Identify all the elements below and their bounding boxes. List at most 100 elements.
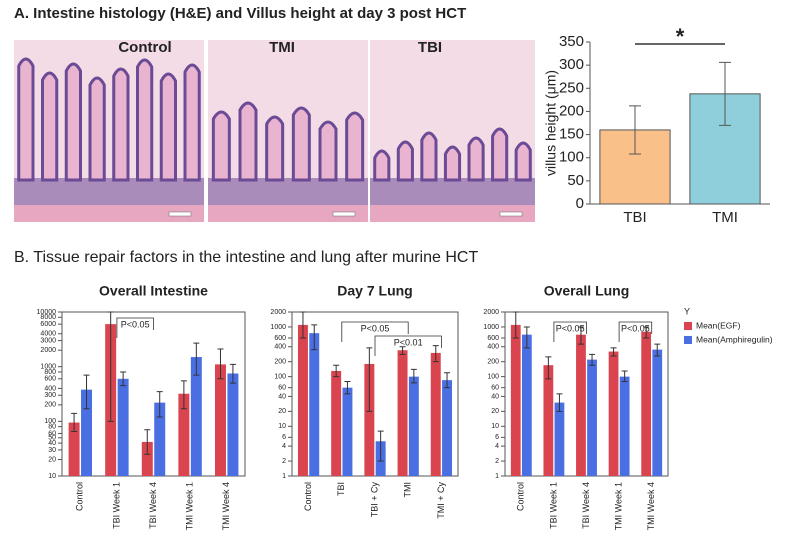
muscle-layer — [14, 205, 204, 222]
error-bar — [610, 347, 617, 357]
villus — [443, 145, 462, 182]
plot-frame — [504, 311, 669, 477]
y-tick-label: 2 — [495, 458, 499, 465]
bar — [442, 380, 453, 476]
y-tick-label: 1000 — [40, 364, 56, 371]
error-bar — [399, 346, 406, 355]
bar — [608, 351, 619, 476]
bar — [190, 357, 202, 476]
villus — [159, 72, 177, 182]
x-tick-label: TBI — [336, 482, 346, 496]
annotation: P<0.05 — [621, 323, 650, 333]
bar — [309, 333, 320, 476]
y-tick-label: 300 — [559, 56, 584, 73]
annotation: P<0.01 — [394, 337, 423, 347]
error-bar — [621, 370, 628, 382]
y-tick-label: 60 — [491, 385, 499, 392]
bar — [342, 387, 353, 476]
bar — [297, 324, 308, 476]
error-bar — [71, 412, 78, 433]
y-tick-label: 30 — [48, 447, 56, 454]
villus — [238, 101, 258, 182]
bar — [397, 350, 408, 476]
muscle-layer — [370, 205, 535, 222]
bar — [81, 389, 93, 476]
annotation: P<0.05 — [361, 323, 390, 333]
y-tick-label: 10000 — [37, 309, 57, 316]
y-tick-label: 4 — [495, 443, 499, 450]
y-tick-label: 6 — [495, 434, 499, 441]
annotation: P<0.05 — [556, 323, 585, 333]
villus — [88, 76, 106, 182]
villus — [373, 149, 391, 182]
bar — [408, 376, 419, 476]
y-tick-label: 200 — [44, 402, 56, 409]
y-tick-label: 60 — [48, 430, 56, 437]
y-tick-label: 100 — [559, 149, 584, 166]
y-tick-label: 0 — [576, 195, 584, 212]
bar — [543, 365, 554, 476]
y-tick-label: 20 — [491, 408, 499, 415]
y-tick-label: 1 — [495, 473, 499, 480]
y-tick-label: 3000 — [40, 337, 56, 344]
x-tick-label: TMI Week 4 — [646, 482, 656, 530]
bar — [652, 349, 663, 476]
villus — [491, 127, 509, 182]
plot-frame — [61, 311, 246, 477]
y-tick-label: 200 — [559, 102, 584, 119]
error-bar — [83, 374, 90, 410]
annotation: P<0.05 — [121, 319, 150, 329]
y-tick-label: 400 — [274, 344, 286, 351]
y-tick-label: 1000 — [270, 324, 286, 331]
y-tick-label: 10 — [48, 473, 56, 480]
bar — [68, 422, 80, 476]
error-bar — [444, 372, 451, 389]
bar — [178, 393, 190, 476]
y-tick-label: 1 — [282, 473, 286, 480]
bar — [576, 334, 586, 476]
error-bar — [120, 371, 127, 387]
villus — [17, 57, 35, 182]
muscle-layer — [208, 205, 368, 222]
error-bar — [545, 356, 552, 380]
x-tick-label: TBI — [623, 209, 646, 226]
significance-bracket — [341, 321, 409, 342]
y-tick-label: 10 — [491, 423, 499, 430]
x-tick-label: Control — [303, 482, 313, 511]
legend-label: Mean(EGF) — [696, 320, 741, 330]
error-bar — [180, 380, 187, 410]
bar — [154, 402, 166, 476]
error-bar — [217, 348, 224, 380]
y-tick-label: 10 — [278, 423, 286, 430]
error-bar — [410, 368, 417, 384]
error-bar — [512, 311, 519, 339]
y-tick-label: 50 — [48, 435, 56, 442]
bar — [141, 441, 153, 476]
error-bar — [654, 343, 661, 357]
chart-title: Day 7 Lung — [337, 283, 412, 299]
y-tick-label: 2 — [282, 458, 286, 465]
villus — [265, 115, 285, 182]
significance-bracket — [618, 321, 653, 342]
y-tick-label: 100 — [44, 418, 56, 425]
y-tick-label: 800 — [44, 369, 56, 376]
y-tick-label: 6 — [282, 434, 286, 441]
x-tick-label: TMI Week 4 — [221, 482, 231, 530]
x-tick-label: TBI Week 1 — [548, 482, 558, 529]
histology-panel — [14, 40, 535, 222]
error-bar — [377, 430, 384, 462]
x-tick-label: TMI Week 1 — [184, 482, 194, 530]
bar — [587, 359, 597, 476]
y-tick-label: 60 — [278, 385, 286, 392]
scale-bar — [499, 211, 523, 217]
error-bar — [311, 324, 318, 351]
error-bar — [107, 311, 114, 422]
y-tick-label: 600 — [274, 335, 286, 342]
significance-bracket — [553, 321, 587, 342]
y-tick-label: 50 — [567, 172, 584, 189]
error-bar — [144, 429, 151, 455]
y-tick-label: 600 — [44, 376, 56, 383]
bar — [214, 364, 226, 476]
y-tick-label: 2000 — [483, 309, 499, 316]
